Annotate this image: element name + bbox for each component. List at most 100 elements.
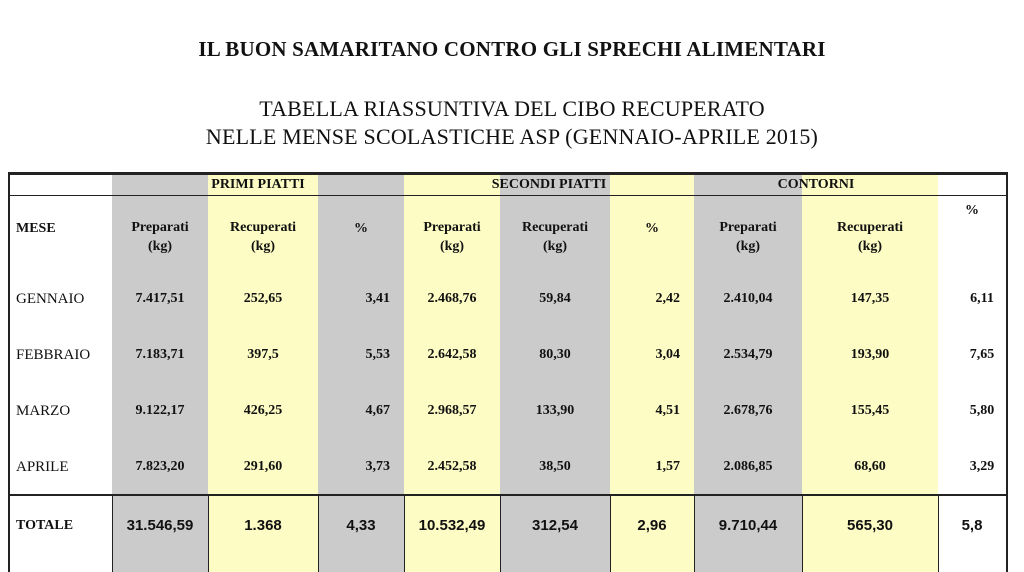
total-secondi-percent: 2,96 — [637, 516, 667, 534]
cell-contorni-recuperati: 155,45 — [850, 403, 890, 418]
header-unit-label: (kg) — [250, 239, 276, 254]
header-unit-label: (kg) — [857, 239, 883, 254]
cell-primi-preparati: 9.122,17 — [135, 403, 185, 418]
header-primi-percent: % — [354, 220, 368, 236]
cell-primi-percent: 5,53 — [365, 347, 391, 362]
header-secondi-preparati: Preparati (kg) — [404, 216, 500, 258]
cell-contorni-percent: 5,80 — [969, 403, 995, 418]
total-primi-preparati: 31.546,59 — [126, 516, 194, 534]
header-secondi-percent: % — [645, 220, 659, 236]
total-label: TOTALE — [16, 517, 74, 533]
cell-contorni-preparati: 2.534,79 — [723, 347, 773, 362]
document-title: IL BUON SAMARITANO CONTRO GLI SPRECHI AL… — [198, 37, 826, 61]
header-contorni-percent: % — [965, 202, 979, 218]
total-primi-recuperati: 1.368 — [244, 516, 282, 534]
header-recuperati-label: Recuperati — [521, 220, 589, 235]
document-subtitle: TABELLA RIASSUNTIVA DEL CIBO RECUPERATO … — [0, 95, 1024, 151]
col-bg-primi-recuperati — [208, 174, 318, 572]
total-contorni-preparati: 9.710,44 — [718, 516, 778, 534]
cell-secondi-preparati: 2.452,58 — [427, 459, 477, 474]
group-contorni: CONTORNI — [777, 176, 855, 192]
cell-contorni-preparati: 2.086,85 — [723, 459, 773, 474]
header-preparati-label: Preparati — [423, 220, 481, 235]
header-unit-label: (kg) — [542, 239, 568, 254]
total-contorni-recuperati: 565,30 — [847, 516, 893, 534]
cell-contorni-recuperati: 147,35 — [850, 291, 890, 306]
cell-contorni-percent: 6,11 — [970, 291, 994, 306]
total-divider — [318, 494, 319, 572]
row-month: FEBBRAIO — [16, 346, 91, 363]
cell-contorni-percent: 3,29 — [969, 459, 995, 474]
group-secondi-piatti: SECONDI PIATTI — [491, 176, 607, 192]
cell-secondi-recuperati: 59,84 — [539, 291, 571, 306]
total-divider — [112, 494, 113, 572]
total-divider — [938, 494, 939, 572]
cell-contorni-preparati: 2.410,04 — [723, 291, 773, 306]
header-preparati-label: Preparati — [131, 220, 189, 235]
cell-secondi-recuperati: 80,30 — [539, 347, 571, 362]
total-secondi-preparati: 10.532,49 — [418, 516, 486, 534]
row-month: APRILE — [16, 458, 69, 475]
col-bg-contorni-preparati — [694, 174, 802, 572]
header-secondi-recuperati: Recuperati (kg) — [500, 216, 610, 258]
total-row-top-border — [10, 494, 1006, 496]
header-primi-recuperati: Recuperati (kg) — [208, 216, 318, 258]
cell-primi-recuperati: 252,65 — [243, 291, 283, 306]
cell-primi-preparati: 7.183,71 — [135, 347, 185, 362]
header-unit-label: (kg) — [735, 239, 761, 254]
group-primi-piatti: PRIMI PIATTI — [211, 176, 305, 192]
table-top-border — [10, 174, 1006, 175]
total-divider — [404, 494, 405, 572]
header-mese: MESE — [16, 220, 56, 236]
col-bg-secondi-preparati — [404, 174, 500, 572]
cell-contorni-recuperati: 68,60 — [854, 459, 886, 474]
col-bg-primi-percent — [318, 174, 404, 572]
total-divider — [694, 494, 695, 572]
header-preparati-label: Preparati — [719, 220, 777, 235]
cell-secondi-preparati: 2.468,76 — [427, 291, 477, 306]
total-contorni-percent: 5,8 — [961, 516, 983, 534]
cell-primi-preparati: 7.417,51 — [135, 291, 185, 306]
cell-secondi-percent: 4,51 — [655, 403, 681, 418]
total-divider — [610, 494, 611, 572]
col-bg-secondi-percent — [610, 174, 694, 572]
cell-secondi-preparati: 2.968,57 — [427, 403, 477, 418]
cell-secondi-recuperati: 38,50 — [539, 459, 571, 474]
subtitle-line-1: TABELLA RIASSUNTIVA DEL CIBO RECUPERATO — [259, 96, 765, 121]
cell-primi-recuperati: 426,25 — [243, 403, 283, 418]
row-month: GENNAIO — [16, 290, 85, 307]
col-bg-secondi-recuperati — [500, 174, 610, 572]
cell-primi-percent: 3,41 — [365, 291, 391, 306]
cell-primi-preparati: 7.823,20 — [135, 459, 185, 474]
header-primi-preparati: Preparati (kg) — [112, 216, 208, 258]
total-divider — [802, 494, 803, 572]
cell-secondi-recuperati: 133,90 — [535, 403, 575, 418]
row-month: MARZO — [16, 402, 71, 419]
col-bg-contorni-recuperati — [802, 174, 938, 572]
cell-primi-percent: 4,67 — [365, 403, 391, 418]
cell-primi-recuperati: 291,60 — [243, 459, 283, 474]
total-secondi-recuperati: 312,54 — [532, 516, 578, 534]
summary-table: PRIMI PIATTI SECONDI PIATTI CONTORNI MES… — [8, 172, 1008, 572]
cell-secondi-percent: 2,42 — [655, 291, 681, 306]
header-recuperati-label: Recuperati — [229, 220, 297, 235]
cell-secondi-percent: 1,57 — [655, 459, 681, 474]
header-contorni-preparati: Preparati (kg) — [694, 216, 802, 258]
group-header-divider — [10, 195, 1006, 196]
header-unit-label: (kg) — [439, 239, 465, 254]
subtitle-line-2: NELLE MENSE SCOLASTICHE ASP (GENNAIO-APR… — [205, 124, 819, 149]
col-bg-primi-preparati — [112, 174, 208, 572]
cell-secondi-percent: 3,04 — [655, 347, 681, 362]
total-divider — [208, 494, 209, 572]
cell-contorni-recuperati: 193,90 — [850, 347, 890, 362]
cell-primi-recuperati: 397,5 — [247, 347, 279, 362]
cell-contorni-percent: 7,65 — [969, 347, 995, 362]
cell-primi-percent: 3,73 — [365, 459, 391, 474]
header-unit-label: (kg) — [147, 239, 173, 254]
header-contorni-recuperati: Recuperati (kg) — [802, 216, 938, 258]
total-divider — [500, 494, 501, 572]
total-primi-percent: 4,33 — [346, 516, 376, 534]
cell-secondi-preparati: 2.642,58 — [427, 347, 477, 362]
header-recuperati-label: Recuperati — [836, 220, 904, 235]
cell-contorni-preparati: 2.678,76 — [723, 403, 773, 418]
